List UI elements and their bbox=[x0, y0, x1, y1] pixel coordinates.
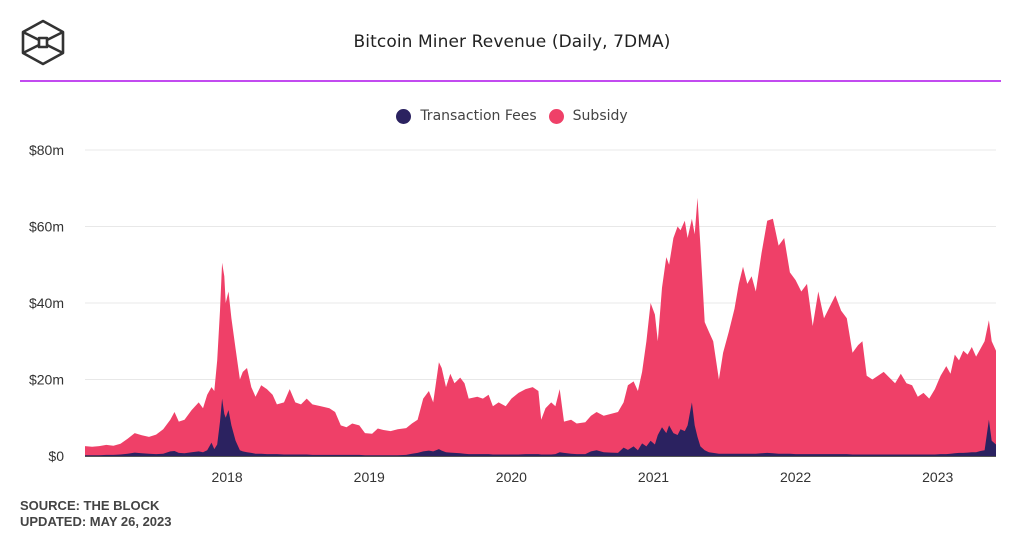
legend-item-transaction-fees[interactable]: Transaction Fees bbox=[396, 108, 537, 124]
legend-swatch-subsidy bbox=[548, 108, 564, 124]
legend-item-subsidy[interactable]: Subsidy bbox=[548, 108, 628, 124]
legend: Transaction Fees Subsidy bbox=[0, 108, 1024, 124]
legend-swatch-fees bbox=[396, 108, 412, 124]
x-tick-label: 2019 bbox=[354, 469, 385, 485]
x-tick-label: 2023 bbox=[922, 469, 953, 485]
chart-title: Bitcoin Miner Revenue (Daily, 7DMA) bbox=[353, 32, 671, 52]
y-tick-label: $80m bbox=[29, 142, 64, 158]
y-tick-label: $60m bbox=[29, 219, 64, 235]
x-tick-label: 2022 bbox=[780, 469, 811, 485]
y-tick-label: $0 bbox=[48, 448, 64, 464]
y-tick-label: $20m bbox=[29, 372, 64, 388]
the-block-logo-icon bbox=[21, 19, 65, 66]
title-divider bbox=[20, 80, 1001, 82]
x-tick-label: 2021 bbox=[638, 469, 669, 485]
footer: SOURCE: THE BLOCK UPDATED: MAY 26, 2023 bbox=[20, 498, 172, 530]
y-tick-label: $40m bbox=[29, 295, 64, 311]
subsidy-area bbox=[85, 197, 996, 457]
updated-note: UPDATED: MAY 26, 2023 bbox=[20, 514, 172, 529]
legend-label-fees: Transaction Fees bbox=[420, 108, 537, 124]
legend-label-subsidy: Subsidy bbox=[572, 108, 628, 124]
source-note: SOURCE: THE BLOCK bbox=[20, 498, 160, 513]
x-tick-label: 2020 bbox=[496, 469, 527, 485]
x-tick-label: 2018 bbox=[212, 469, 243, 485]
